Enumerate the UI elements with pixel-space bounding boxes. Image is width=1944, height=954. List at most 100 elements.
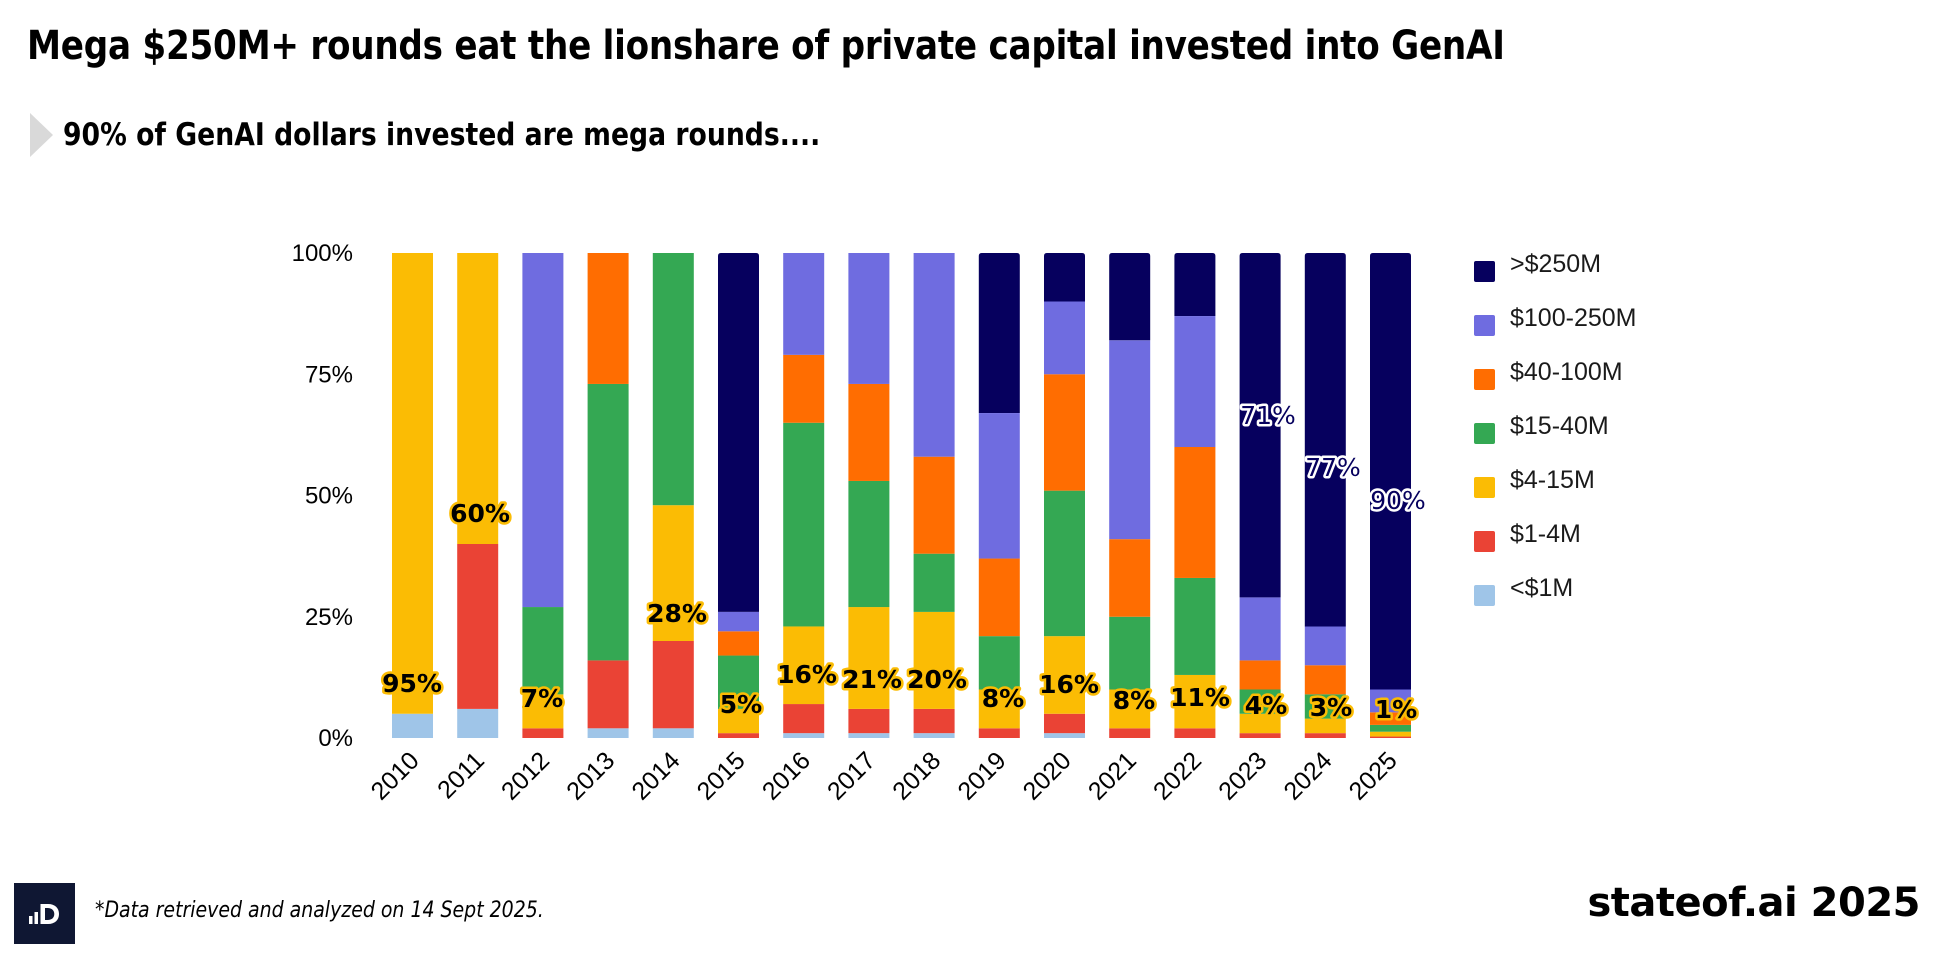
legend-label: $4-15M <box>1510 466 1595 494</box>
bar-segment-4-15m <box>848 607 890 709</box>
bar-segment-100-250m <box>783 253 825 355</box>
bar-stack-2021 <box>1109 253 1151 738</box>
bar-segment-gt-250m <box>1044 253 1085 302</box>
bar-segment-15-40m <box>1304 694 1346 719</box>
bar-segment-40-100m <box>848 383 890 481</box>
bar-segment-4-15m <box>913 611 955 709</box>
y-axis: 0% 25% 50% 75% 100% <box>292 240 353 752</box>
bar-segment-lt-1m <box>457 708 499 738</box>
x-tick-label: 2011 <box>432 746 490 804</box>
triangle-bullet-icon <box>30 113 53 157</box>
bar-segment-100-250m <box>978 413 1020 559</box>
legend-swatch <box>1474 314 1495 336</box>
bar-segment-4-15m <box>1044 636 1085 714</box>
legend-label: >$250M <box>1510 250 1602 278</box>
x-tick-label: 2023 <box>1213 746 1272 805</box>
bar-segment-gt-250m <box>1174 253 1216 317</box>
bar-stack-2014 <box>652 253 694 738</box>
legend-item-15-40m: $15-40M <box>1474 406 1636 460</box>
legend-label: $15-40M <box>1510 412 1609 440</box>
bar-segment-1-4m <box>1109 728 1151 738</box>
legend-item-lt-1m: <$1M <box>1474 568 1636 622</box>
x-tick-label: 2025 <box>1344 746 1403 805</box>
x-tick-label: 2022 <box>1148 746 1207 805</box>
bar-segment-100-250m <box>1109 340 1151 540</box>
bar-segment-1-4m <box>587 660 629 729</box>
data-label-4-15m: 16% <box>1039 670 1099 699</box>
bar-segment-40-100m <box>1044 374 1085 491</box>
bar-segment-40-100m <box>1304 665 1346 695</box>
data-label-4-15m: 3% <box>1310 693 1352 722</box>
bar-segment-lt-1m <box>392 713 433 738</box>
bars <box>392 253 1411 738</box>
bar-segment-1-4m <box>652 641 694 729</box>
bar-segment-4-15m <box>783 626 825 705</box>
bar-stack-2019 <box>978 253 1020 738</box>
x-tick-label: 2020 <box>1018 746 1077 805</box>
bar-segment-1-4m <box>1044 713 1085 734</box>
bar-segment-1-4m <box>718 733 759 738</box>
bar-segment-15-40m <box>1370 724 1411 732</box>
bar-segment-40-100m <box>1239 660 1281 690</box>
bar-segment-40-100m <box>978 558 1020 637</box>
legend-swatch <box>1474 530 1495 552</box>
footnote: *Data retrieved and analyzed on 14 Sept … <box>95 898 544 923</box>
data-label-4-15m: 16% <box>777 660 837 689</box>
y-tick-label: 25% <box>305 604 353 631</box>
bar-segment-40-100m <box>718 631 759 656</box>
bar-segment-100-250m <box>848 253 890 384</box>
bar-segment-gt-250m <box>978 253 1020 414</box>
data-label-4-15m: 4% <box>1245 691 1287 720</box>
bar-segment-gt-250m <box>1239 253 1281 598</box>
data-label-4-15m: 28% <box>647 599 707 628</box>
bar-segment-4-15m <box>392 253 433 714</box>
data-label-mega-round: 71% <box>1240 401 1296 430</box>
bar-segment-1-4m <box>783 704 825 734</box>
data-label-4-15m: 21% <box>842 665 902 694</box>
x-tick-label: 2014 <box>626 746 685 805</box>
bar-segment-15-40m <box>522 607 564 695</box>
bar-segment-15-40m <box>718 655 759 709</box>
x-tick-label: 2010 <box>366 746 425 805</box>
bar-stack-2016 <box>783 253 825 738</box>
bar-segment-40-100m <box>913 456 955 554</box>
bar-segment-1-4m <box>913 708 955 734</box>
bar-segment-4-15m <box>978 689 1020 729</box>
data-label-4-15m: 95% <box>382 669 442 698</box>
x-axis: 2010 2011 2012 2013 2014 2015 2016 2017 2018 2019… <box>366 746 1403 805</box>
bar-segment-1-4m <box>522 728 564 738</box>
legend-label: $1-4M <box>1510 520 1581 548</box>
bar-segment-100-250m <box>1304 626 1346 666</box>
y-tick-label: 50% <box>305 483 353 510</box>
bar-segment-lt-1m <box>848 733 890 738</box>
bar-segment-1-4m <box>1174 728 1216 738</box>
bar-segment-100-250m <box>1044 301 1085 375</box>
bar-stack-2017 <box>848 253 890 738</box>
legend-label: $40-100M <box>1510 358 1623 386</box>
bar-segment-15-40m <box>913 553 955 612</box>
x-tick-label: 2015 <box>692 746 751 805</box>
bar-segment-lt-1m <box>1044 733 1085 738</box>
bar-segment-4-15m <box>652 505 694 641</box>
x-tick-label: 2021 <box>1083 746 1142 805</box>
bar-stack-2024 <box>1304 253 1346 738</box>
legend-swatch <box>1474 368 1495 390</box>
x-tick-label: 2024 <box>1278 746 1337 805</box>
data-label-4-15m: 20% <box>907 665 967 694</box>
bar-segment-4-15m <box>1370 731 1411 737</box>
bar-segment-lt-1m <box>652 728 694 738</box>
bar-segment-100-250m <box>1370 689 1411 713</box>
legend-label: $100-250M <box>1510 304 1637 332</box>
data-label-4-15m: 8% <box>1113 686 1155 715</box>
y-tick-label: 0% <box>318 725 353 752</box>
x-tick-label: 2012 <box>496 746 555 805</box>
bar-segment-1-4m <box>1239 733 1281 738</box>
y-tick-label: 75% <box>305 361 353 388</box>
x-tick-label: 2013 <box>561 746 620 805</box>
data-labels: 95%60%7%28%5%16% 21% 20%8% 16%8% 11% 4% 3% 1%71… <box>380 399 1429 727</box>
legend-item-40-100m: $40-100M <box>1474 352 1636 406</box>
bar-stack-2011 <box>457 253 499 738</box>
bar-segment-15-40m <box>652 253 694 506</box>
legend-label: <$1M <box>1510 574 1574 602</box>
bar-segment-40-100m <box>1109 539 1151 617</box>
